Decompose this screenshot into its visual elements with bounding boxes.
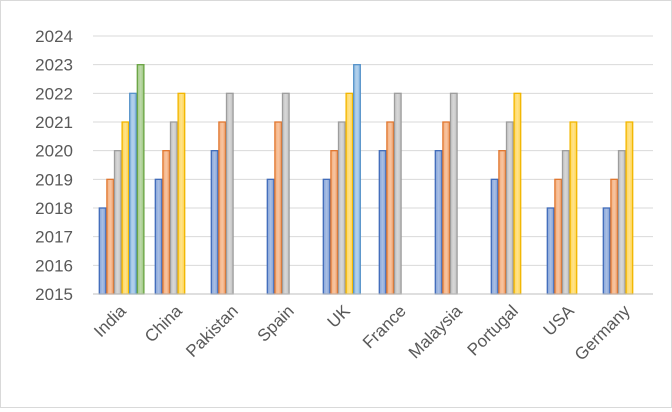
y-tick-label-2023: 2023: [35, 56, 73, 75]
x-tick-label-portugal: Portugal: [464, 301, 522, 359]
x-tick-label-germany: Germany: [571, 301, 634, 364]
bar-uk-4: [353, 64, 361, 295]
y-tick-label-2024: 2024: [35, 27, 73, 46]
bar-portugal-2: [505, 121, 514, 295]
bar-portugal-1: [498, 150, 507, 295]
bars: [98, 64, 634, 295]
y-tick-label-2018: 2018: [35, 199, 73, 218]
bar-france-2: [393, 92, 402, 295]
bar-china-0: [154, 178, 163, 295]
bar-india-4: [129, 92, 137, 295]
y-tick-label-2020: 2020: [35, 142, 73, 161]
bar-malaysia-1: [442, 121, 451, 295]
bar-portugal-3: [513, 92, 522, 295]
y-tick-label-2015: 2015: [35, 285, 73, 304]
bar-pakistan-1: [218, 121, 227, 295]
x-tick-label-pakistan: Pakistan: [182, 301, 242, 361]
bar-germany-1: [610, 178, 619, 295]
bar-china-1: [162, 150, 171, 295]
bar-pakistan-2: [225, 92, 234, 295]
x-tick-label-china: China: [141, 301, 186, 346]
bar-india-3: [121, 121, 130, 295]
bar-malaysia-2: [449, 92, 458, 295]
bar-india-1: [106, 178, 115, 295]
bar-germany-3: [625, 121, 634, 295]
bar-uk-0: [322, 178, 331, 295]
bar-uk-2: [337, 121, 346, 295]
bar-india-5: [136, 64, 145, 295]
bar-uk-1: [330, 150, 339, 295]
bar-usa-2: [561, 150, 570, 295]
x-tick-label-india: India: [90, 301, 130, 341]
bar-usa-3: [569, 121, 578, 295]
bar-china-3: [177, 92, 186, 295]
gridlines: [93, 35, 653, 266]
y-axis-tick-labels: 2015 2016 2017 2018 2019 2020 2021 2022 2023 2024: [35, 27, 73, 304]
x-tick-label-france: France: [359, 301, 410, 352]
bar-portugal-0: [490, 178, 499, 295]
y-tick-label-2019: 2019: [35, 170, 73, 189]
bar-usa-0: [546, 207, 555, 295]
y-tick-label-2017: 2017: [35, 228, 73, 247]
x-tick-label-usa: USA: [540, 301, 579, 340]
bar-germany-2: [617, 150, 626, 295]
x-tick-label-malaysia: Malaysia: [405, 301, 466, 362]
bar-india-2: [113, 150, 122, 295]
y-tick-label-2021: 2021: [35, 113, 73, 132]
y-tick-label-2016: 2016: [35, 256, 73, 275]
bar-spain-1: [274, 121, 283, 295]
bar-usa-1: [554, 178, 563, 295]
x-tick-label-uk: UK: [324, 301, 355, 332]
x-tick-label-spain: Spain: [254, 301, 298, 345]
bar-spain-0: [266, 178, 275, 295]
bar-spain-2: [281, 92, 290, 295]
bar-france-1: [386, 121, 395, 295]
bar-india-0: [98, 207, 107, 295]
y-tick-label-2022: 2022: [35, 84, 73, 103]
bar-uk-3: [345, 92, 354, 295]
bar-germany-0: [602, 207, 611, 295]
bar-france-0: [378, 150, 387, 295]
bar-malaysia-0: [434, 150, 443, 295]
bar-pakistan-0: [210, 150, 219, 295]
bar-china-2: [169, 121, 178, 295]
